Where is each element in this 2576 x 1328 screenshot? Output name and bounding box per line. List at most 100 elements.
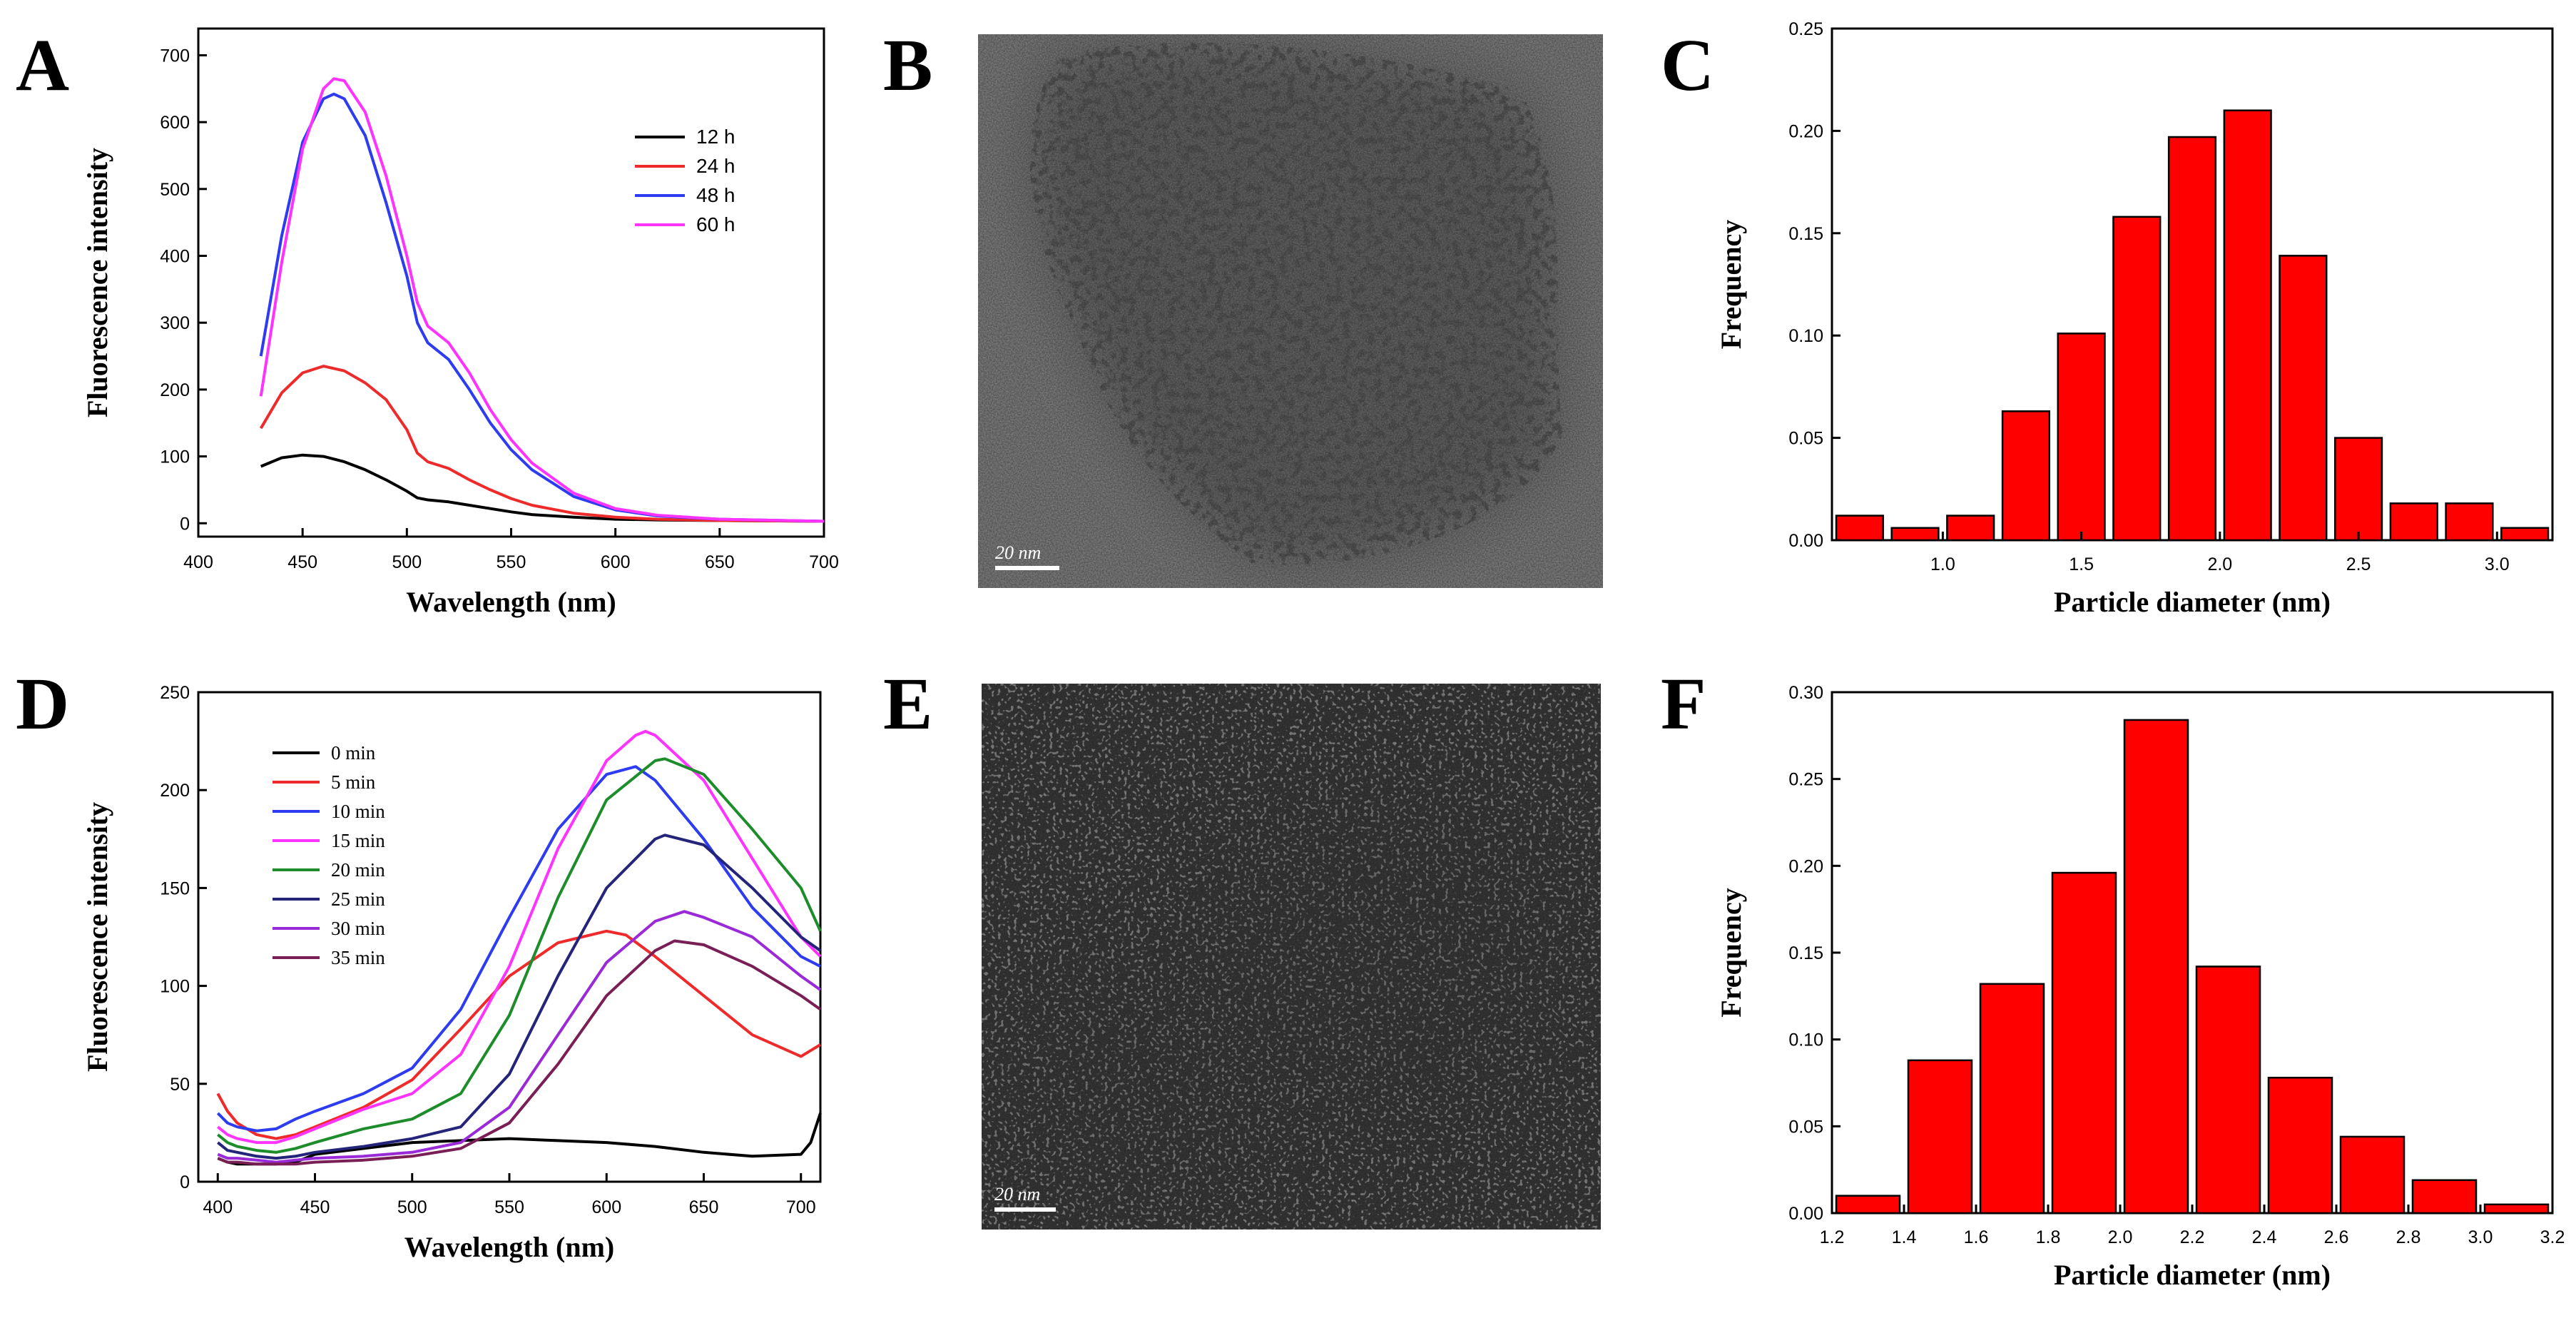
chart-d-x-axis-label: Wavelength (nm) — [404, 1231, 614, 1263]
chart-a-ytick-label: 400 — [160, 247, 190, 267]
panel-label-d: D — [16, 663, 70, 745]
chart-a-x-axis-label: Wavelength (nm) — [406, 586, 616, 618]
chart-a-xtick-label: 550 — [497, 552, 526, 572]
chart-c-xtick-label: 2.5 — [2346, 554, 2371, 574]
chart-f-xtick-label: 3.2 — [2540, 1227, 2565, 1247]
chart-f-bar — [2195, 965, 2261, 1215]
chart-f-y-axis-label: Frequency — [1715, 888, 1747, 1017]
chart-d-ytick-label: 250 — [160, 683, 190, 703]
chart-c-bar — [2112, 216, 2162, 542]
chart-f-size-distribution: 1.2 1.4 1.6 1.8 2.0 2.2 2.4 2.6 2.8 3.0 3.2 0.00 0.0… — [1715, 683, 2565, 1291]
chart-f-xtick-label: 1.8 — [2036, 1227, 2061, 1247]
chart-a-legend-label: 48 h — [696, 184, 735, 206]
chart-c-bar — [2500, 527, 2550, 542]
chart-d-xtick-label: 550 — [494, 1197, 524, 1217]
chart-d-series-line-25-min — [217, 833, 822, 1160]
panel-label-b: B — [883, 24, 933, 106]
chart-d-ytick-label: 150 — [160, 878, 190, 898]
tem-image-b: 20 nm — [978, 34, 1603, 588]
chart-a-xtick-label: 450 — [287, 552, 317, 572]
chart-d-series-line-35-min — [217, 939, 822, 1166]
chart-a-xtick-label: 700 — [809, 552, 839, 572]
chart-f-bar — [2051, 871, 2117, 1215]
chart-c-bar — [2333, 437, 2383, 542]
tem-texture-e — [982, 684, 1601, 1230]
chart-f-xtick-label: 3.0 — [2468, 1227, 2493, 1247]
chart-c-bar — [1946, 515, 1995, 542]
chart-f-bar — [1907, 1059, 1973, 1215]
chart-d-legend-label: 10 min — [331, 801, 385, 822]
chart-d-series-line-20-min — [217, 757, 822, 1154]
chart-d-legend-label: 15 min — [331, 830, 385, 851]
chart-d-legend-label: 0 min — [331, 742, 376, 764]
chart-d-legend-label: 30 min — [331, 918, 385, 939]
chart-a-legend-label: 60 h — [696, 213, 735, 235]
chart-f-bar — [2411, 1179, 2478, 1215]
chart-a-y-axis-label: Fluorescence intensity — [81, 148, 113, 417]
chart-f-xtick-label: 2.2 — [2180, 1227, 2205, 1247]
chart-a-xtick-label: 600 — [601, 552, 631, 572]
chart-a-fluorescence-growth: 400 450 500 550 600 650 700 0 100 200 300 400 500 600… — [81, 27, 839, 618]
chart-a-ytick-label: 700 — [160, 46, 190, 66]
chart-d-series-line-30-min — [217, 910, 822, 1164]
panel-label-c: C — [1661, 24, 1715, 106]
chart-d-series-line-15-min — [217, 729, 822, 1145]
chart-d-fluorescence-time: 400 450 500 550 600 650 700 0 50 100 150 200 250 Wave… — [81, 683, 822, 1263]
chart-c-size-distribution: 1.0 1.5 2.0 2.5 3.0 0.00 0.05 0.10 0.15 0.20 0.25 P… — [1715, 19, 2554, 618]
chart-a-series-line-60-h — [259, 77, 825, 523]
tem-texture-b — [978, 34, 1603, 588]
chart-d-xtick-label: 650 — [689, 1197, 719, 1217]
chart-d-ytick-label: 200 — [160, 781, 190, 801]
chart-a-legend-label: 12 h — [696, 126, 735, 148]
chart-d-y-axis-label: Fluorescence intensity — [81, 802, 113, 1072]
chart-d-xtick-label: 500 — [397, 1197, 427, 1217]
chart-c-bar — [2445, 502, 2494, 542]
chart-d-ytick-label: 0 — [180, 1172, 190, 1192]
chart-d-ytick-label: 100 — [160, 977, 190, 997]
chart-f-xtick-label: 1.2 — [1820, 1227, 1845, 1247]
chart-f-xtick-label: 1.6 — [1964, 1227, 1989, 1247]
chart-d-xtick-label: 450 — [300, 1197, 330, 1217]
chart-a-ytick-label: 100 — [160, 447, 190, 467]
chart-c-xtick-label: 3.0 — [2485, 554, 2510, 574]
panel-label-f: F — [1661, 663, 1706, 745]
chart-f-bar — [2483, 1203, 2550, 1215]
chart-d-xtick-label: 700 — [786, 1197, 816, 1217]
chart-f-xtick-label: 2.8 — [2396, 1227, 2421, 1247]
chart-d-ytick-label: 50 — [170, 1075, 190, 1095]
chart-a-series-line-12-h — [260, 453, 825, 523]
chart-c-ytick-label: 0.15 — [1788, 224, 1823, 244]
tem-image-e: 20 nm — [982, 684, 1601, 1230]
chart-d-xtick-label: 600 — [591, 1197, 621, 1217]
chart-c-ytick-label: 0.20 — [1788, 121, 1823, 141]
chart-f-ytick-label: 0.20 — [1788, 856, 1823, 876]
chart-a-ytick-label: 300 — [160, 313, 190, 333]
chart-a-ytick-label: 200 — [160, 380, 190, 400]
chart-c-xtick-label: 1.5 — [2069, 554, 2094, 574]
panel-label-e: E — [883, 663, 933, 745]
chart-d-legend-label: 25 min — [331, 888, 385, 910]
chart-a-series-line-48-h — [259, 92, 825, 523]
chart-f-xtick-label: 2.6 — [2324, 1227, 2349, 1247]
chart-a-axes-frame — [197, 27, 825, 538]
chart-d-xtick-label: 400 — [203, 1197, 233, 1217]
scale-bar-e-label: 20 nm — [994, 1184, 1041, 1205]
chart-c-ytick-label: 0.25 — [1788, 19, 1823, 39]
chart-a-xtick-label: 650 — [705, 552, 735, 572]
chart-f-ytick-label: 0.05 — [1788, 1117, 1823, 1137]
chart-c-bar — [2279, 255, 2328, 542]
chart-f-xtick-label: 2.4 — [2252, 1227, 2277, 1247]
chart-d-series-line-0-min — [217, 1112, 822, 1166]
chart-c-bar — [2223, 109, 2272, 542]
scale-bar-e — [994, 1207, 1056, 1212]
chart-c-xtick-label: 1.0 — [1930, 554, 1955, 574]
chart-a-xtick-label: 500 — [392, 552, 422, 572]
chart-a-series-line-24-h — [259, 365, 825, 523]
chart-a-ytick-label: 600 — [160, 113, 190, 133]
chart-c-bar — [1890, 527, 1940, 542]
chart-f-xtick-label: 2.0 — [2108, 1227, 2133, 1247]
chart-f-bar — [2339, 1135, 2406, 1215]
chart-c-bar — [2167, 136, 2217, 542]
chart-d-legend-label: 20 min — [331, 859, 385, 881]
